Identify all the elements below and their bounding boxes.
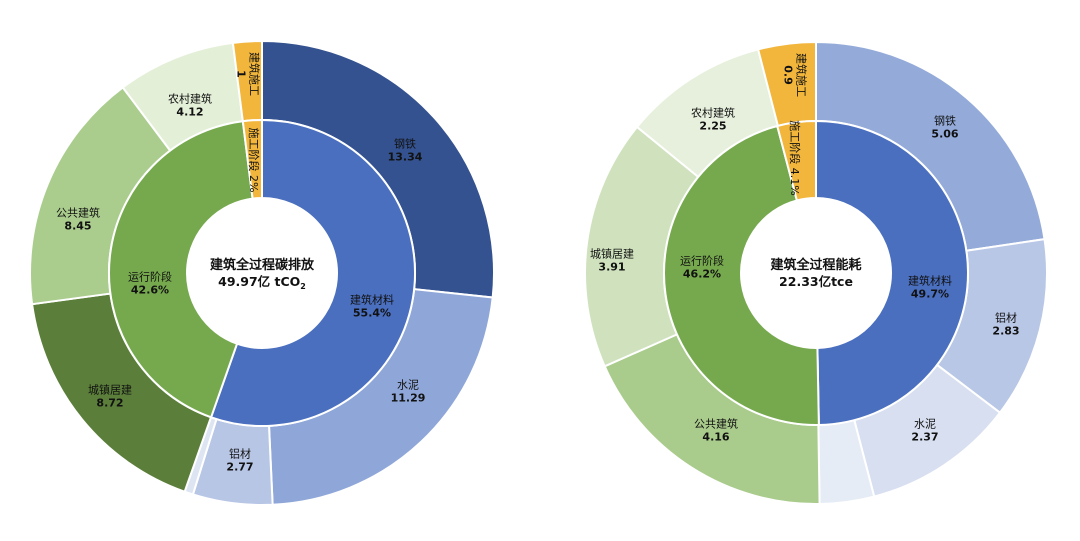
carbon-outer-label-0-name: 钢铁 [394,138,416,151]
energy-inner-label-1-name: 运行阶段 [680,254,724,268]
energy-outer-label-7-name: 建筑施工 [795,53,809,97]
carbon-outer-label-4-value: 8.72 [96,397,123,410]
energy-center-title: 建筑全过程能耗 [770,257,861,273]
carbon-inner-label-1-name: 运行阶段 [128,270,172,284]
energy-outer-label-1-name: 铝材 [995,311,1017,325]
carbon-inner-label-1-value: 42.6% [131,284,169,297]
energy-inner-label-0-value: 49.7% [911,288,949,301]
energy-outer-label-2: 水泥2.37 [911,418,938,444]
energy-outer-label-5-value: 3.91 [598,261,625,274]
carbon-outer-label-0-value: 13.34 [388,151,423,164]
carbon-outer-label-2-value: 2.77 [226,461,253,474]
energy-outer-label-0-name: 钢铁 [934,115,956,128]
energy-outer-label-4-value: 4.16 [702,431,729,444]
energy-outer-label-0: 钢铁5.06 [931,115,958,141]
energy-center-value: 22.33亿tce [779,274,853,289]
carbon-inner-label-2-name: 施工阶段 2% [247,128,261,193]
energy-center-hole [741,198,891,348]
energy-outer-label-0-value: 5.06 [931,128,958,141]
carbon-outer-label-6-value: 4.12 [176,106,203,119]
energy-outer-label-4-name: 公共建筑 [694,417,738,431]
carbon-center-title: 建筑全过程碳排放 [210,257,315,273]
carbon-outer-label-6-name: 农村建筑 [168,92,212,106]
carbon-outer-label-2-name: 铝材 [229,447,251,461]
carbon-outer-label-1-value: 11.29 [391,392,426,405]
energy-outer-label-6-value: 2.25 [699,120,726,133]
energy-outer-label-1-value: 2.83 [992,325,1019,338]
carbon-inner-label-2: 施工阶段 2% [247,128,261,193]
energy-outer-label-7-value: 0.9 [782,65,795,85]
carbon-outer-label-5-value: 8.45 [64,220,91,233]
energy-outer-label-1: 铝材2.83 [992,311,1019,338]
carbon-outer-label-2: 铝材2.77 [226,447,253,474]
energy-outer-label-5-name: 城镇居建 [590,247,634,261]
carbon-inner-label-0-name: 建筑材料 [350,293,394,307]
energy-outer-label-6-name: 农村建筑 [691,106,735,120]
energy-inner-label-0-name: 建筑材料 [908,274,952,288]
carbon-outer-label-7-name: 建筑施工 [248,52,262,96]
carbon-center-value: 49.97亿 tCO2 [218,274,306,291]
carbon-outer-label-4-name: 城镇居建 [88,383,132,397]
carbon-center-hole [187,198,337,348]
energy-outer-label-2-name: 水泥 [914,418,936,431]
carbon-outer-label-7-value: 1 [235,70,248,78]
carbon-inner-label-0-value: 55.4% [353,307,391,320]
carbon-outer-label-1-name: 水泥 [397,379,419,392]
energy-outer-label-2-value: 2.37 [911,431,938,444]
energy-inner-label-1-value: 46.2% [683,268,721,281]
carbon-outer-label-5-name: 公共建筑 [56,206,100,220]
energy-inner-label-2-name: 施工阶段 4.1% [788,120,802,195]
energy-inner-label-2: 施工阶段 4.1% [788,120,802,195]
energy-consumption-chart: 钢铁5.06铝材2.83水泥2.37公共建筑4.16城镇居建3.91农村建筑2.… [584,40,1048,505]
